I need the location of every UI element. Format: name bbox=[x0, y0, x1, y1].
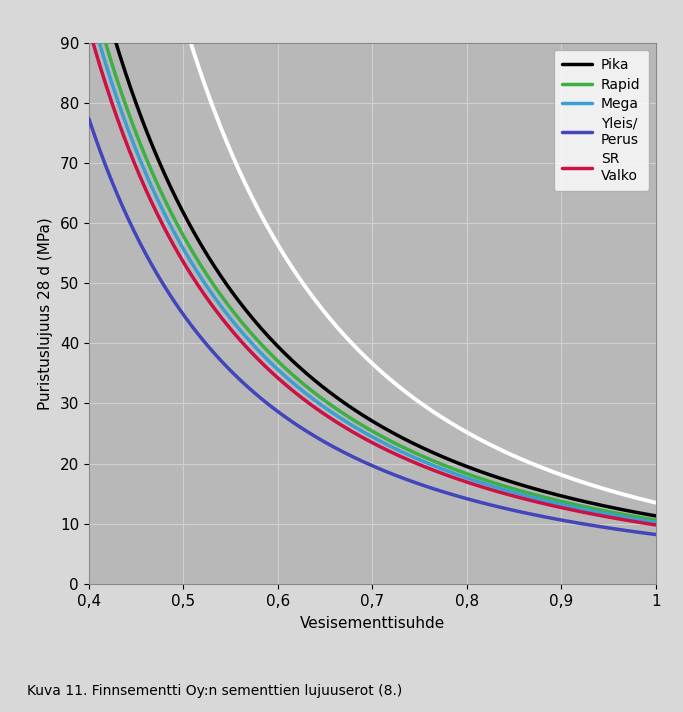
SR
Valko bbox=[652, 520, 660, 529]
Line: Rapid: Rapid bbox=[89, 0, 656, 520]
SR
Valko bbox=[563, 505, 571, 513]
SR
Valko bbox=[87, 30, 95, 38]
Rapid bbox=[598, 506, 607, 515]
Mega bbox=[85, 1, 93, 9]
Rapid bbox=[652, 515, 660, 524]
SR
Valko bbox=[598, 512, 607, 520]
Mega bbox=[432, 462, 440, 471]
X-axis label: Vesisementtisuhde: Vesisementtisuhde bbox=[300, 615, 445, 631]
Yleis/
Perus bbox=[420, 481, 428, 490]
Line: Mega: Mega bbox=[89, 5, 656, 523]
Yleis/
Perus bbox=[422, 482, 430, 491]
Rapid bbox=[563, 498, 571, 507]
Pika bbox=[563, 493, 571, 501]
Line: Yleis/
Perus: Yleis/ Perus bbox=[89, 118, 656, 535]
Rapid bbox=[420, 453, 428, 461]
SR
Valko bbox=[420, 462, 428, 471]
SR
Valko bbox=[422, 463, 430, 471]
Yleis/
Perus bbox=[598, 523, 607, 531]
Pika bbox=[432, 449, 440, 458]
Yleis/
Perus bbox=[432, 485, 440, 493]
Mega bbox=[420, 458, 428, 466]
Mega bbox=[598, 509, 607, 518]
Yleis/
Perus bbox=[563, 517, 571, 525]
Mega bbox=[652, 518, 660, 527]
Mega bbox=[422, 459, 430, 467]
Yleis/
Perus bbox=[652, 530, 660, 539]
Rapid bbox=[432, 458, 440, 466]
Y-axis label: Puristuslujuus 28 d (MPa): Puristuslujuus 28 d (MPa) bbox=[38, 217, 53, 409]
Mega bbox=[563, 501, 571, 510]
Pika bbox=[598, 501, 607, 510]
Yleis/
Perus bbox=[85, 114, 93, 122]
Rapid bbox=[422, 454, 430, 462]
Line: Pika: Pika bbox=[89, 0, 656, 516]
Pika bbox=[422, 445, 430, 454]
SR
Valko bbox=[85, 23, 93, 32]
Text: Kuva 11. Finnsementti Oy:n sementtien lujuuserot (8.): Kuva 11. Finnsementti Oy:n sementtien lu… bbox=[27, 684, 402, 698]
Pika bbox=[420, 444, 428, 453]
Legend: Pika, Rapid, Mega, Yleis/
Perus, SR
Valko: Pika, Rapid, Mega, Yleis/ Perus, SR Valk… bbox=[553, 50, 649, 191]
SR
Valko bbox=[432, 467, 440, 476]
Pika bbox=[652, 512, 660, 520]
Line: SR
Valko: SR Valko bbox=[89, 28, 656, 525]
Yleis/
Perus bbox=[87, 120, 95, 128]
Mega bbox=[87, 8, 95, 16]
